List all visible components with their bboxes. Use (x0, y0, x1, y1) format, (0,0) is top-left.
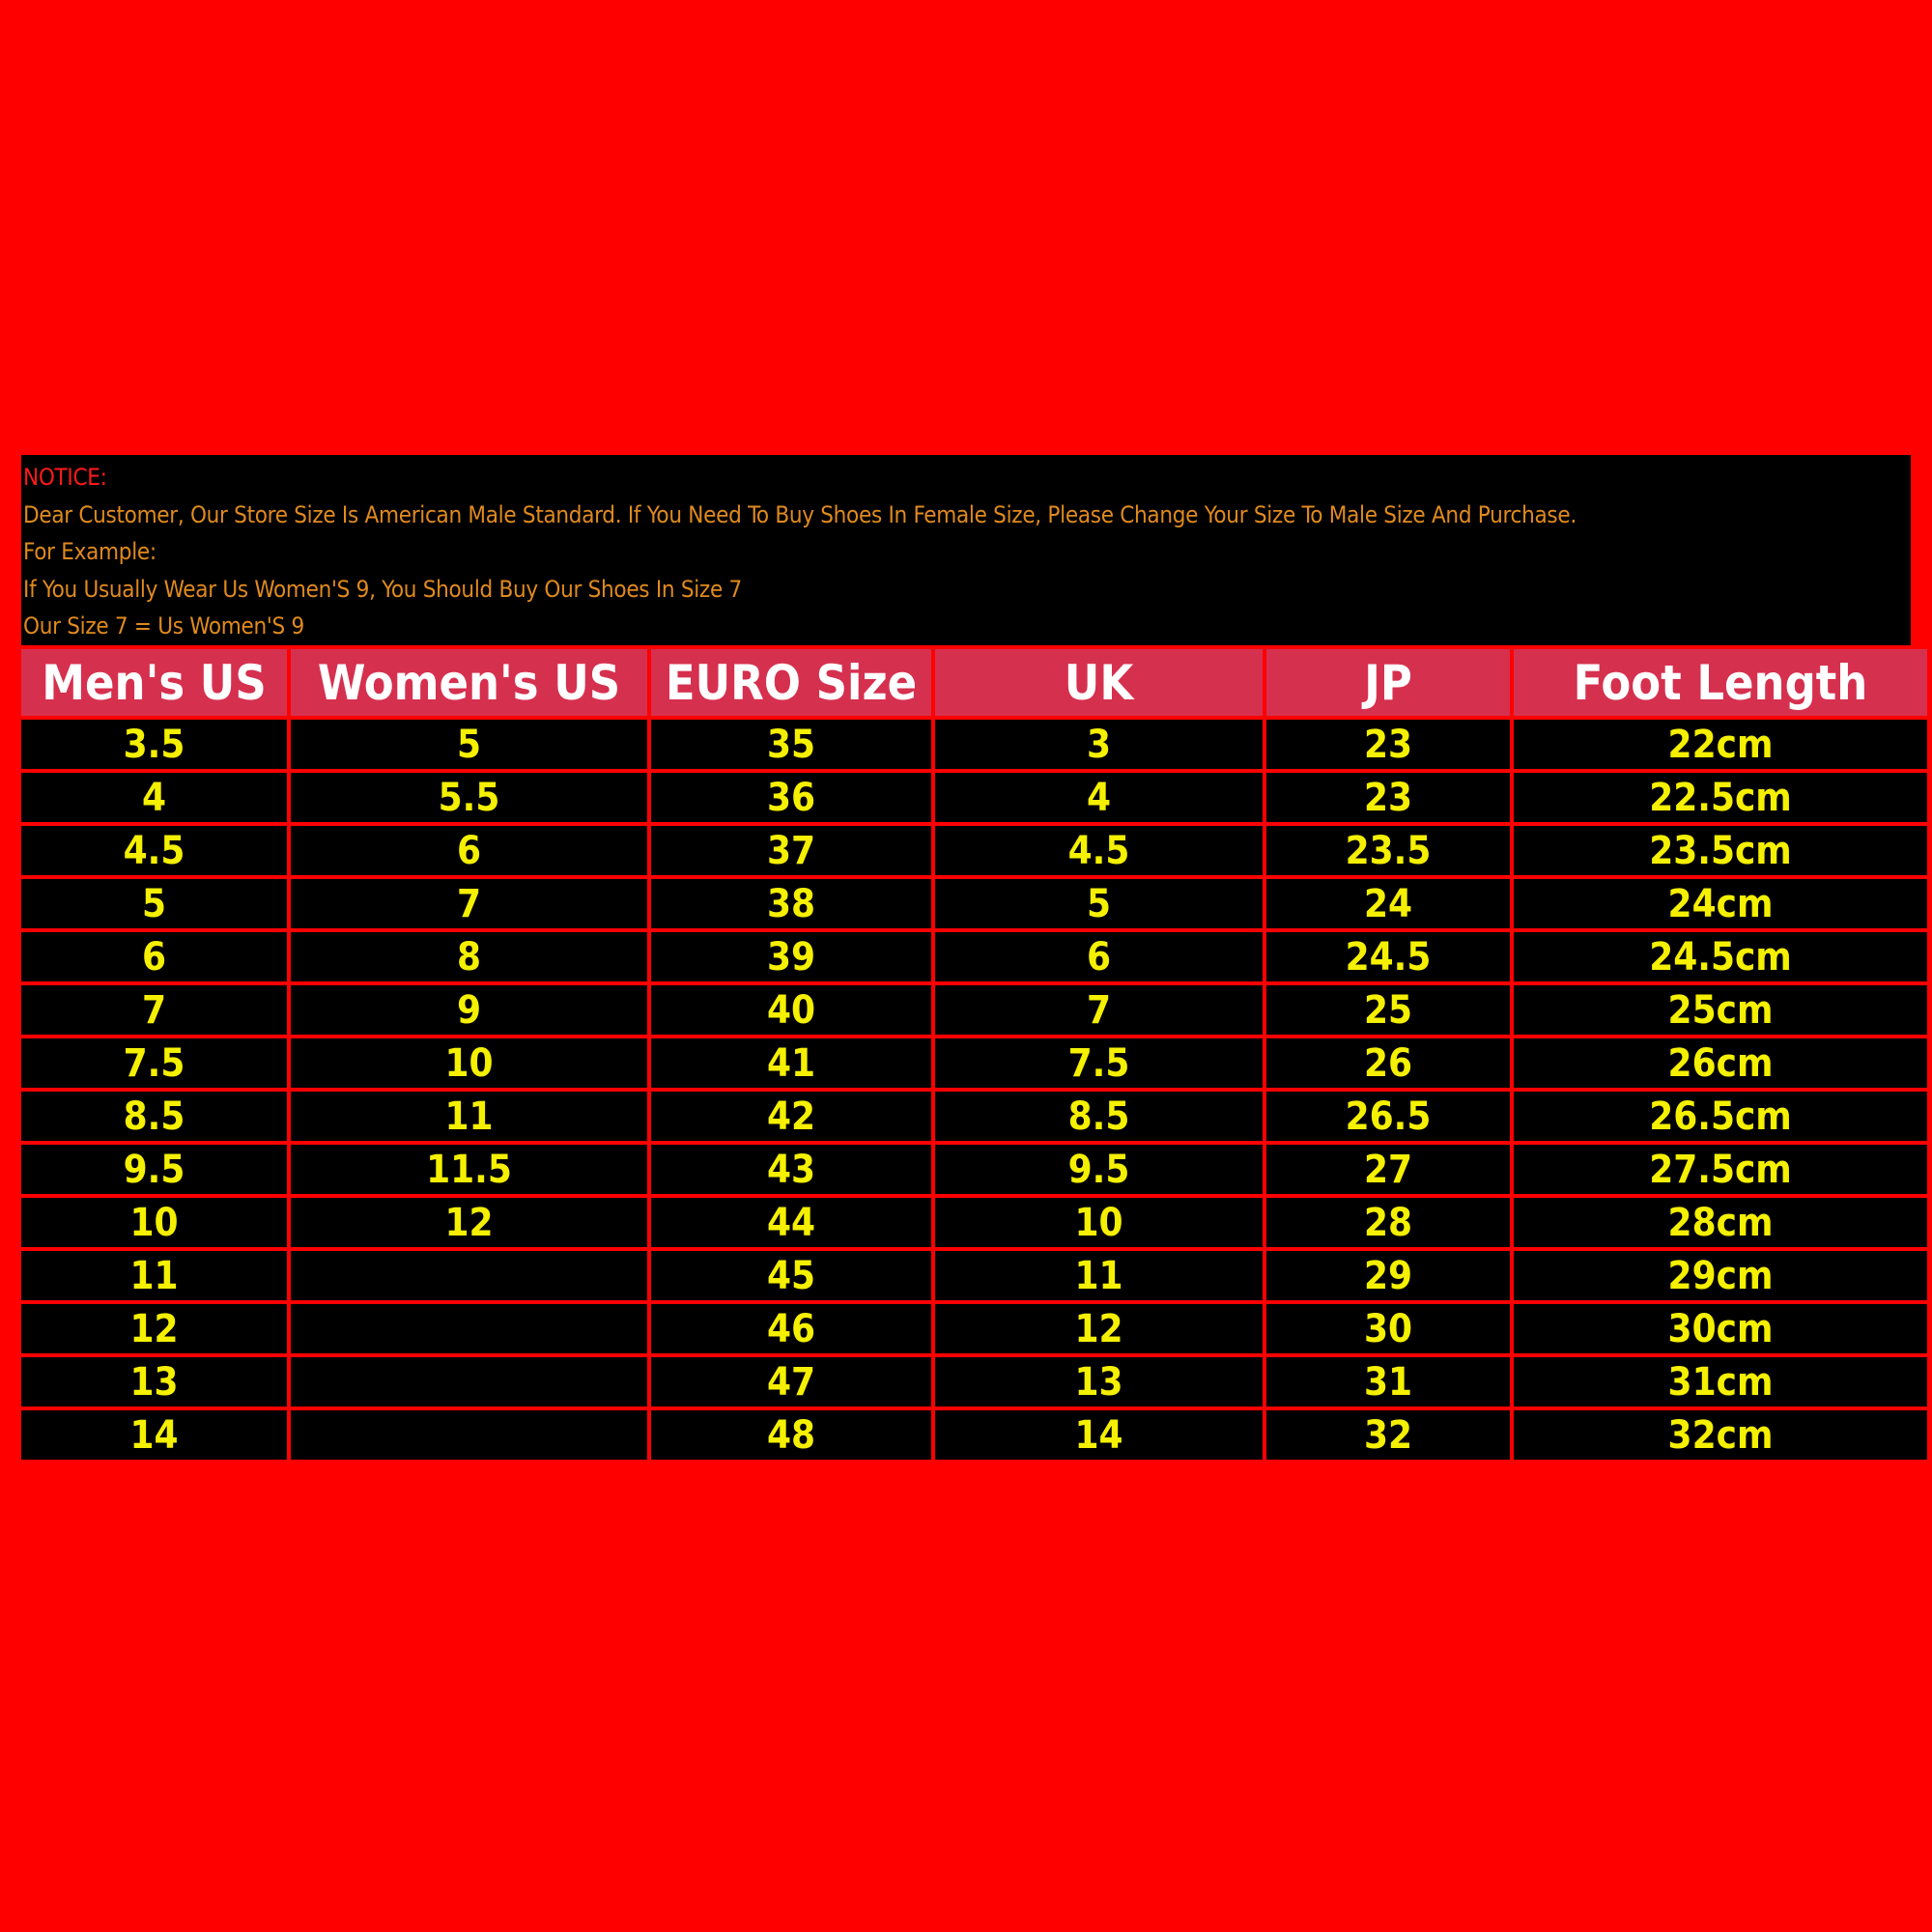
table-cell: 10 (21, 1198, 287, 1247)
table-cell: 10 (935, 1198, 1263, 1247)
table-cell: 3.5 (21, 720, 287, 769)
table-cell: 26.5cm (1514, 1092, 1927, 1141)
column-header: UK (935, 649, 1263, 716)
table-cell: 38 (651, 879, 931, 928)
table-cell: 11 (291, 1092, 647, 1141)
table-cell: 36 (651, 773, 931, 822)
table-cell: 29 (1266, 1251, 1510, 1300)
table-cell (291, 1357, 647, 1406)
table-cell: 8 (291, 932, 647, 981)
table-cell: 14 (21, 1410, 287, 1460)
table-cell: 5 (935, 879, 1263, 928)
table-cell: 23.5cm (1514, 826, 1927, 875)
table-cell: 8.5 (935, 1092, 1263, 1141)
table-cell: 29cm (1514, 1251, 1927, 1300)
table-cell: 11.5 (291, 1145, 647, 1194)
table-cell: 32cm (1514, 1410, 1927, 1460)
table-cell: 24 (1266, 879, 1510, 928)
table-cell: 37 (651, 826, 931, 875)
table-cell: 28 (1266, 1198, 1510, 1247)
table-cell: 26cm (1514, 1038, 1927, 1088)
table-cell: 13 (935, 1357, 1263, 1406)
table-cell: 10 (291, 1038, 647, 1088)
table-cell: 41 (651, 1038, 931, 1088)
notice-line: Our Size 7 = Us Women'S 9 (23, 612, 304, 639)
table-cell: 47 (651, 1357, 931, 1406)
table-cell: 26.5 (1266, 1092, 1510, 1141)
table-cell: 39 (651, 932, 931, 981)
table-cell: 7 (21, 985, 287, 1035)
table-cell: 31cm (1514, 1357, 1927, 1406)
column-header: Foot Length (1514, 649, 1927, 716)
table-cell: 23 (1266, 720, 1510, 769)
table-cell: 4 (21, 773, 287, 822)
table-cell: 9.5 (21, 1145, 287, 1194)
table-cell: 40 (651, 985, 931, 1035)
table-cell: 6 (935, 932, 1263, 981)
table-cell: 30 (1266, 1304, 1510, 1353)
table-cell: 32 (1266, 1410, 1510, 1460)
notice-box: NOTICE: Dear Customer, Our Store Size Is… (21, 455, 1911, 645)
column-header: EURO Size (651, 649, 931, 716)
table-cell: 12 (21, 1304, 287, 1353)
notice-line: For Example: (23, 538, 156, 565)
table-cell (291, 1251, 647, 1300)
table-cell: 22cm (1514, 720, 1927, 769)
table-cell: 14 (935, 1410, 1263, 1460)
table-cell: 11 (935, 1251, 1263, 1300)
table-cell: 8.5 (21, 1092, 287, 1141)
table-cell: 13 (21, 1357, 287, 1406)
table-cell: 5.5 (291, 773, 647, 822)
table-cell: 45 (651, 1251, 931, 1300)
table-cell: 46 (651, 1304, 931, 1353)
table-cell: 6 (291, 826, 647, 875)
table-cell: 7 (291, 879, 647, 928)
table-cell: 27 (1266, 1145, 1510, 1194)
table-cell: 26 (1266, 1038, 1510, 1088)
table-cell: 11 (21, 1251, 287, 1300)
table-cell: 12 (935, 1304, 1263, 1353)
table-cell: 22.5cm (1514, 773, 1927, 822)
table-cell: 5 (21, 879, 287, 928)
table-cell: 31 (1266, 1357, 1510, 1406)
notice-line: If You Usually Wear Us Women'S 9, You Sh… (23, 575, 742, 603)
column-header: Men's US (21, 649, 287, 716)
table-cell (291, 1304, 647, 1353)
table-cell: 23 (1266, 773, 1510, 822)
table-cell: 25cm (1514, 985, 1927, 1035)
table-cell: 24cm (1514, 879, 1927, 928)
column-header: JP (1266, 649, 1510, 716)
table-cell: 7.5 (21, 1038, 287, 1088)
notice-line: Dear Customer, Our Store Size Is America… (23, 500, 1577, 528)
table-cell: 3 (935, 720, 1263, 769)
table-cell: 9 (291, 985, 647, 1035)
table-cell: 24.5 (1266, 932, 1510, 981)
table-cell: 23.5 (1266, 826, 1510, 875)
size-chart-table: Men's US Women's US EURO Size UK JP Foot Leng… (21, 649, 1927, 1460)
table-cell: 25 (1266, 985, 1510, 1035)
table-cell: 7 (935, 985, 1263, 1035)
table-cell: 4 (935, 773, 1263, 822)
table-cell: 35 (651, 720, 931, 769)
table-cell: 27.5cm (1514, 1145, 1927, 1194)
table-cell: 9.5 (935, 1145, 1263, 1194)
table-cell: 28cm (1514, 1198, 1927, 1247)
table-cell: 44 (651, 1198, 931, 1247)
table-cell: 24.5cm (1514, 932, 1927, 981)
column-header: Women's US (291, 649, 647, 716)
table-cell: 48 (651, 1410, 931, 1460)
table-cell: 6 (21, 932, 287, 981)
table-cell: 4.5 (21, 826, 287, 875)
table-cell: 7.5 (935, 1038, 1263, 1088)
table-cell: 12 (291, 1198, 647, 1247)
table-cell: 30cm (1514, 1304, 1927, 1353)
table-cell: 43 (651, 1145, 931, 1194)
table-cell: 4.5 (935, 826, 1263, 875)
table-cell (291, 1410, 647, 1460)
table-cell: 42 (651, 1092, 931, 1141)
notice-title: NOTICE: (23, 464, 107, 491)
table-cell: 5 (291, 720, 647, 769)
